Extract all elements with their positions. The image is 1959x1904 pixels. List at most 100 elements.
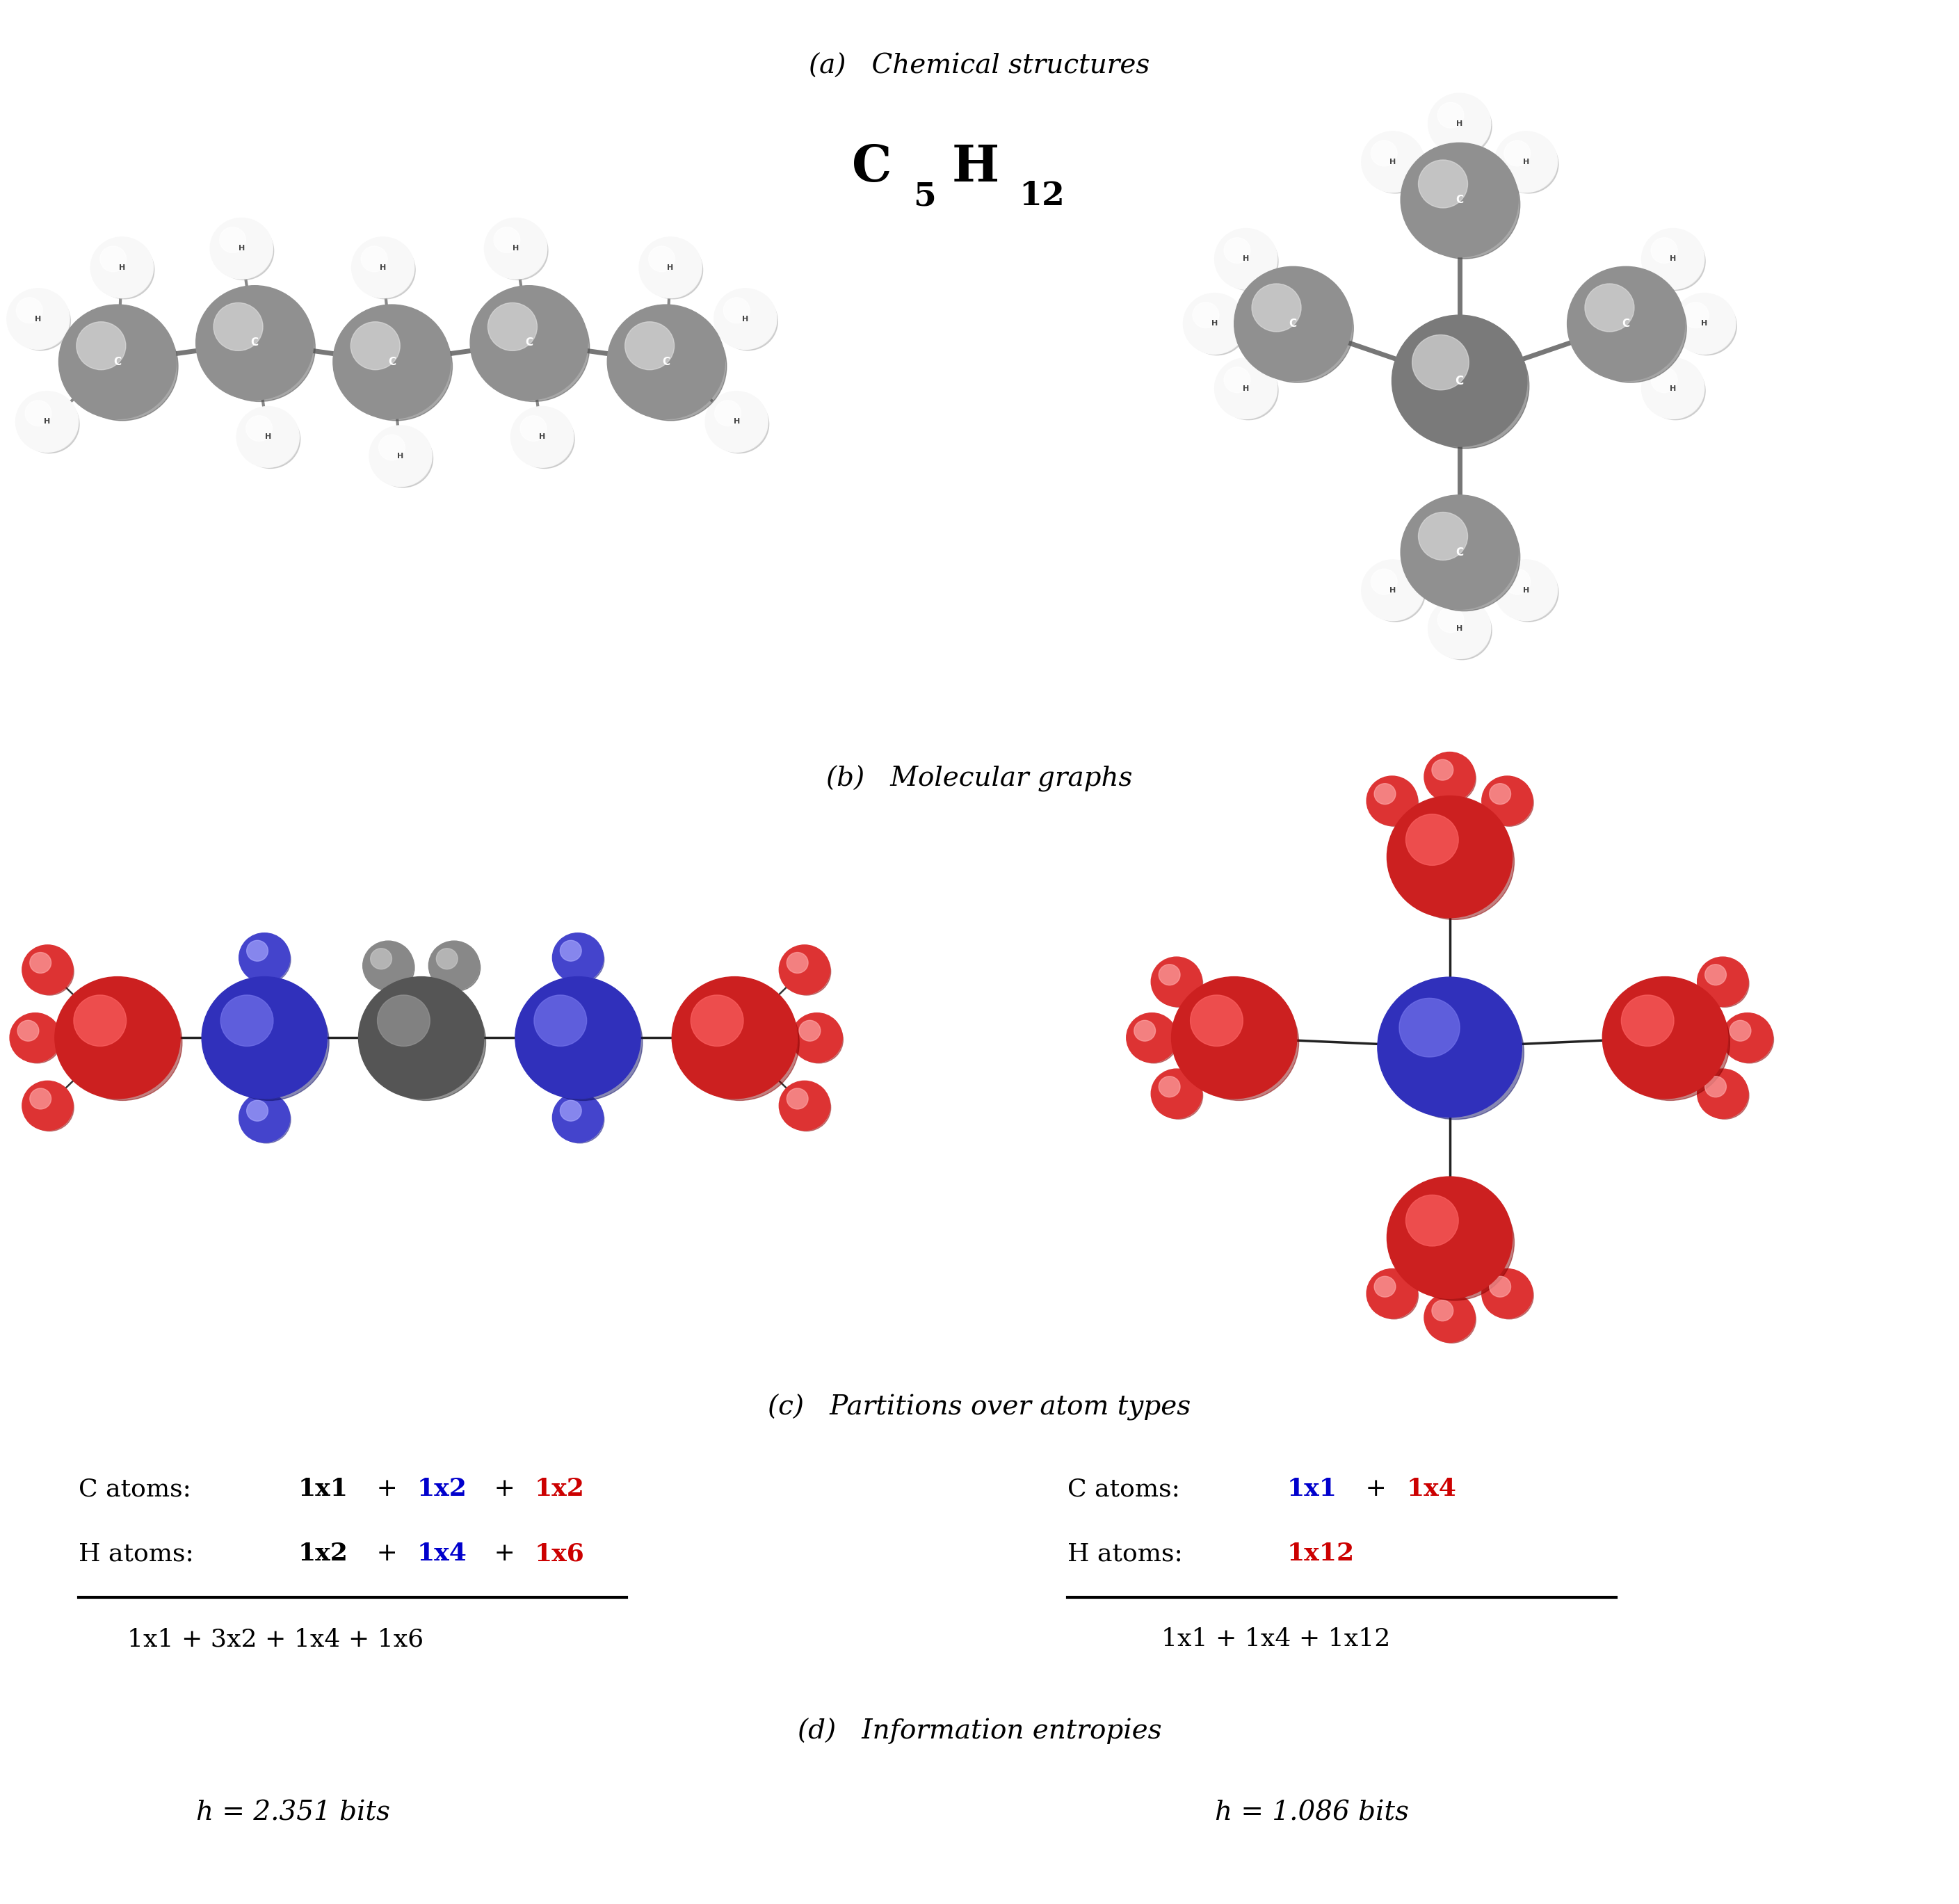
Circle shape xyxy=(67,312,178,421)
Text: C: C xyxy=(1622,318,1630,329)
Text: H: H xyxy=(35,316,41,322)
Circle shape xyxy=(1646,232,1704,289)
Text: H: H xyxy=(1456,625,1463,632)
Circle shape xyxy=(368,425,431,486)
Text: H: H xyxy=(742,316,748,322)
Text: C: C xyxy=(388,356,396,367)
Circle shape xyxy=(333,305,451,419)
Circle shape xyxy=(429,941,480,990)
Circle shape xyxy=(1387,796,1512,918)
Circle shape xyxy=(488,223,549,280)
Circle shape xyxy=(247,415,272,442)
Circle shape xyxy=(1160,963,1179,984)
Text: (d)   Information entropies: (d) Information entropies xyxy=(797,1717,1162,1744)
Circle shape xyxy=(90,236,153,297)
Circle shape xyxy=(1152,1068,1203,1118)
Text: H: H xyxy=(539,434,545,440)
Text: 1x6: 1x6 xyxy=(535,1542,586,1565)
Circle shape xyxy=(360,246,388,272)
Circle shape xyxy=(488,303,537,350)
Circle shape xyxy=(1365,135,1424,192)
Text: H: H xyxy=(1700,320,1708,327)
Circle shape xyxy=(1495,560,1557,621)
Circle shape xyxy=(1152,958,1203,1007)
Text: 1x1 + 3x2 + 1x4 + 1x6: 1x1 + 3x2 + 1x4 + 1x6 xyxy=(127,1628,423,1651)
Circle shape xyxy=(1391,314,1526,446)
Circle shape xyxy=(1187,297,1246,354)
Circle shape xyxy=(1134,1021,1156,1041)
Circle shape xyxy=(1642,358,1704,419)
Text: C: C xyxy=(1456,194,1463,206)
Text: +: + xyxy=(486,1478,523,1500)
Circle shape xyxy=(1424,752,1475,802)
Circle shape xyxy=(14,1017,61,1062)
Circle shape xyxy=(1700,1072,1749,1120)
Circle shape xyxy=(362,941,413,990)
Circle shape xyxy=(1428,756,1475,802)
Circle shape xyxy=(515,411,574,468)
Circle shape xyxy=(370,948,392,969)
Circle shape xyxy=(1432,1300,1454,1321)
Circle shape xyxy=(535,996,586,1045)
Circle shape xyxy=(1642,228,1704,289)
Circle shape xyxy=(1377,977,1522,1118)
Text: C: C xyxy=(852,143,891,192)
Circle shape xyxy=(713,288,778,348)
Circle shape xyxy=(1418,512,1467,560)
Circle shape xyxy=(16,297,43,324)
Text: 1x2: 1x2 xyxy=(417,1478,468,1500)
Circle shape xyxy=(552,1093,603,1142)
Circle shape xyxy=(1191,996,1242,1045)
Text: H: H xyxy=(1669,255,1677,263)
Text: (b)   Molecular graphs: (b) Molecular graphs xyxy=(827,765,1132,792)
Circle shape xyxy=(196,286,313,400)
Circle shape xyxy=(100,246,125,272)
Circle shape xyxy=(204,293,315,402)
Circle shape xyxy=(1409,503,1520,611)
Text: C atoms:: C atoms: xyxy=(1068,1478,1189,1500)
Circle shape xyxy=(341,312,453,421)
Text: C: C xyxy=(525,337,533,348)
Circle shape xyxy=(25,400,51,426)
Circle shape xyxy=(214,303,263,350)
Circle shape xyxy=(1371,569,1397,594)
Text: H: H xyxy=(239,246,245,251)
Circle shape xyxy=(511,407,574,468)
Circle shape xyxy=(780,944,831,994)
Circle shape xyxy=(378,996,429,1045)
Circle shape xyxy=(1224,238,1250,263)
Circle shape xyxy=(615,312,727,421)
Circle shape xyxy=(358,977,484,1099)
Text: H atoms:: H atoms: xyxy=(78,1542,202,1565)
Circle shape xyxy=(1485,1272,1534,1319)
Circle shape xyxy=(1401,143,1518,257)
Circle shape xyxy=(351,322,400,369)
Circle shape xyxy=(1438,103,1463,128)
Circle shape xyxy=(672,977,797,1099)
Circle shape xyxy=(1362,131,1424,192)
Circle shape xyxy=(1154,1072,1203,1120)
Circle shape xyxy=(1677,297,1736,354)
Circle shape xyxy=(239,933,290,982)
Circle shape xyxy=(782,1083,831,1131)
Circle shape xyxy=(1179,984,1299,1101)
Circle shape xyxy=(25,1083,74,1131)
Circle shape xyxy=(10,1013,61,1062)
Text: C: C xyxy=(1289,318,1297,329)
Circle shape xyxy=(515,977,641,1099)
Circle shape xyxy=(1622,996,1673,1045)
Text: H: H xyxy=(668,265,674,270)
Circle shape xyxy=(1696,958,1747,1007)
Circle shape xyxy=(680,984,799,1101)
Circle shape xyxy=(1700,960,1749,1007)
Text: +: + xyxy=(1358,1478,1395,1500)
Circle shape xyxy=(692,996,742,1045)
Text: H: H xyxy=(1242,385,1250,392)
Text: C: C xyxy=(1456,546,1463,558)
Circle shape xyxy=(1234,267,1352,381)
Circle shape xyxy=(210,219,272,280)
Circle shape xyxy=(243,1097,290,1142)
Circle shape xyxy=(1428,1297,1475,1342)
Circle shape xyxy=(1375,784,1395,803)
Text: h = 1.086 bits: h = 1.086 bits xyxy=(1215,1799,1409,1826)
